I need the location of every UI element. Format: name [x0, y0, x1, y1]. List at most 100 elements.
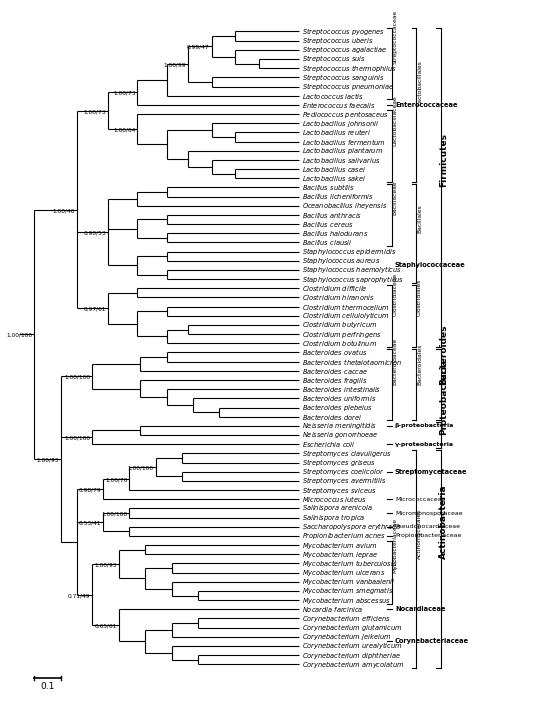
Text: Clostridiales: Clostridiales	[417, 279, 422, 316]
Text: 1.00/73: 1.00/73	[113, 91, 135, 96]
Text: $\mathit{Staphylococcus\ saprophyticus}$: $\mathit{Staphylococcus\ saprophyticus}$	[302, 274, 404, 285]
Text: $\mathit{Lactobacillus\ reuteri}$: $\mathit{Lactobacillus\ reuteri}$	[302, 127, 371, 138]
Text: Proteobacteria: Proteobacteria	[439, 359, 448, 435]
Text: 1.00/100: 1.00/100	[64, 375, 91, 380]
Text: $\mathit{Clostridium\ hiranonis}$: $\mathit{Clostridium\ hiranonis}$	[302, 293, 374, 302]
Text: $\mathit{Bacillus\ subtilis}$: $\mathit{Bacillus\ subtilis}$	[302, 183, 354, 192]
Text: Firmicutes: Firmicutes	[439, 133, 448, 187]
Text: $\mathit{Streptomyces\ coelicolor}$: $\mathit{Streptomyces\ coelicolor}$	[302, 466, 384, 478]
Text: $\mathit{Streptococcus\ pneumoniae}$: $\mathit{Streptococcus\ pneumoniae}$	[302, 81, 394, 92]
Text: Bacteroidaceae: Bacteroidaceae	[392, 338, 397, 384]
Text: $\mathit{Propionibacterium\ acnes}$: $\mathit{Propionibacterium\ acnes}$	[302, 531, 386, 542]
Text: Actinomycetales: Actinomycetales	[417, 509, 422, 559]
Text: Staphylococcaceae: Staphylococcaceae	[395, 262, 466, 269]
Text: $\mathit{Staphylococcus\ epidermidis}$: $\mathit{Staphylococcus\ epidermidis}$	[302, 246, 396, 257]
Text: 0.53/41: 0.53/41	[79, 521, 101, 526]
Text: Bacillales: Bacillales	[417, 205, 422, 233]
Text: 0.99/47: 0.99/47	[187, 45, 210, 50]
Text: $\mathit{Lactobacillus\ sakei}$: $\mathit{Lactobacillus\ sakei}$	[302, 173, 366, 183]
Text: $\mathit{Bacteroides\ thetaiotaomicron}$: $\mathit{Bacteroides\ thetaiotaomicron}$	[302, 357, 402, 367]
Text: $\mathit{Staphylococcus\ aureus}$: $\mathit{Staphylococcus\ aureus}$	[302, 256, 380, 266]
Text: $\mathit{Salinispora\ arenicola}$: $\mathit{Salinispora\ arenicola}$	[302, 504, 372, 513]
Text: $\mathit{Clostridium\ perfringens}$: $\mathit{Clostridium\ perfringens}$	[302, 328, 382, 340]
Text: $\mathit{Streptomyces\ clavuligerus}$: $\mathit{Streptomyces\ clavuligerus}$	[302, 448, 392, 459]
Text: $\mathit{Corynebacterium\ urealyticum}$: $\mathit{Corynebacterium\ urealyticum}$	[302, 641, 402, 652]
Text: 0.71/49: 0.71/49	[68, 593, 91, 598]
Text: $\mathit{Mycobacterium\ smegmatis}$: $\mathit{Mycobacterium\ smegmatis}$	[302, 585, 394, 596]
Text: Nocardiaceae: Nocardiaceae	[395, 606, 446, 612]
Text: $\mathit{Streptococcus\ pyogenes}$: $\mathit{Streptococcus\ pyogenes}$	[302, 26, 385, 37]
Text: Clostridiaceae: Clostridiaceae	[392, 273, 397, 316]
Text: 1.00/64: 1.00/64	[113, 128, 135, 132]
Text: Micrococcaceae: Micrococcaceae	[395, 496, 446, 502]
Text: $\mathit{Bacteroides\ ovatus}$: $\mathit{Bacteroides\ ovatus}$	[302, 347, 367, 357]
Text: Mycobacteriaceae: Mycobacteriaceae	[392, 518, 397, 573]
Text: Streptomycetaceae: Streptomycetaceae	[395, 469, 467, 475]
Text: $\mathit{Nocardia\ farcinica}$: $\mathit{Nocardia\ farcinica}$	[302, 605, 363, 614]
Text: $\mathit{Mycobacterium\ tuberculosis}$: $\mathit{Mycobacterium\ tuberculosis}$	[302, 558, 397, 569]
Text: $\mathit{Clostridium\ botulinum}$: $\mathit{Clostridium\ botulinum}$	[302, 339, 377, 348]
Text: $\mathit{Mycobacterium\ avium}$: $\mathit{Mycobacterium\ avium}$	[302, 539, 377, 550]
Text: $\mathit{Neisseria\ meningitidis}$: $\mathit{Neisseria\ meningitidis}$	[302, 420, 377, 432]
Text: $\mathit{Pediococcus\ pentosaceus}$: $\mathit{Pediococcus\ pentosaceus}$	[302, 108, 389, 119]
Text: Corynebacteriaceae: Corynebacteriaceae	[395, 638, 469, 644]
Text: 0.1: 0.1	[40, 682, 55, 691]
Text: $\mathit{Neisseria\ gonorrhoeae}$: $\mathit{Neisseria\ gonorrhoeae}$	[302, 430, 378, 440]
Text: $\mathit{Lactococcus\ lactis}$: $\mathit{Lactococcus\ lactis}$	[302, 91, 364, 100]
Text: $\mathit{Corynebacterium\ glutamicum}$: $\mathit{Corynebacterium\ glutamicum}$	[302, 622, 402, 633]
Text: Propionibacteriaceae: Propionibacteriaceae	[395, 534, 461, 539]
Text: $\mathit{Clostridium\ thermocellum}$: $\mathit{Clostridium\ thermocellum}$	[302, 301, 390, 312]
Text: $\mathit{Micrococcus\ luteus}$: $\mathit{Micrococcus\ luteus}$	[302, 494, 367, 505]
Text: Bacteroidales: Bacteroidales	[417, 344, 422, 384]
Text: $\mathit{Lactobacillus\ salivarius}$: $\mathit{Lactobacillus\ salivarius}$	[302, 155, 380, 165]
Text: $\mathit{Escherichia\ coli}$: $\mathit{Escherichia\ coli}$	[302, 440, 355, 448]
Text: 1.00/100: 1.00/100	[128, 466, 154, 471]
Text: 1.00/93: 1.00/93	[94, 563, 117, 568]
Text: $\mathit{Lactobacillus\ plantarum}$: $\mathit{Lactobacillus\ plantarum}$	[302, 145, 383, 157]
Text: Micromonosporaceae: Micromonosporaceae	[395, 510, 462, 515]
Text: $\mathit{Bacteroides\ dorei}$: $\mathit{Bacteroides\ dorei}$	[302, 412, 362, 422]
Text: $\mathit{Mycobacterium\ leprae}$: $\mathit{Mycobacterium\ leprae}$	[302, 549, 378, 560]
Text: $\mathit{Bacteroides\ plebeius}$: $\mathit{Bacteroides\ plebeius}$	[302, 402, 373, 413]
Text: $\mathit{Corynebacterium\ diphtheriae}$: $\mathit{Corynebacterium\ diphtheriae}$	[302, 649, 401, 661]
Text: Actinobacteria: Actinobacteria	[439, 484, 448, 559]
Text: $\mathit{Lactobacillus\ casei}$: $\mathit{Lactobacillus\ casei}$	[302, 164, 366, 174]
Text: Enterococcaceae: Enterococcaceae	[395, 102, 457, 108]
Text: 1.00/93: 1.00/93	[36, 458, 59, 462]
Text: $\mathit{Bacillus\ halodurans}$: $\mathit{Bacillus\ halodurans}$	[302, 229, 368, 238]
Text: $\mathit{Bacillus\ cereus}$: $\mathit{Bacillus\ cereus}$	[302, 220, 353, 229]
Text: $\mathit{Bacillus\ anthracis}$: $\mathit{Bacillus\ anthracis}$	[302, 210, 362, 220]
Text: $\mathit{Clostridium\ difficile}$: $\mathit{Clostridium\ difficile}$	[302, 283, 367, 293]
Text: 0.98/79: 0.98/79	[78, 488, 101, 492]
Text: $\mathit{Salinispora\ tropica}$: $\mathit{Salinispora\ tropica}$	[302, 512, 365, 523]
Text: $\mathit{Streptomyces\ griseus}$: $\mathit{Streptomyces\ griseus}$	[302, 457, 376, 468]
Text: $\mathit{Corynebacterium\ jeikeium}$: $\mathit{Corynebacterium\ jeikeium}$	[302, 631, 391, 642]
Text: 0.90/53: 0.90/53	[84, 231, 106, 236]
Text: $\mathit{Saccharopolyspora\ erythraea}$: $\mathit{Saccharopolyspora\ erythraea}$	[302, 521, 401, 532]
Text: $\mathit{Staphylococcus\ haemolyticus}$: $\mathit{Staphylococcus\ haemolyticus}$	[302, 264, 402, 275]
Text: Lactobacillaceae: Lactobacillaceae	[392, 95, 397, 146]
Text: $\mathit{Bacteroides\ intestinalis}$: $\mathit{Bacteroides\ intestinalis}$	[302, 384, 381, 394]
Text: $\mathit{Clostridium\ butyricum}$: $\mathit{Clostridium\ butyricum}$	[302, 320, 377, 331]
Text: Bacillaceae: Bacillaceae	[392, 181, 397, 215]
Text: 0.97/61: 0.97/61	[84, 307, 106, 312]
Text: 1.00/99: 1.00/99	[163, 63, 186, 68]
Text: Streptococcaceae: Streptococcaceae	[392, 9, 397, 63]
Text: $\mathit{Streptomyces\ sviceus}$: $\mathit{Streptomyces\ sviceus}$	[302, 485, 376, 496]
Text: $\mathit{Streptococcus\ suis}$: $\mathit{Streptococcus\ suis}$	[302, 53, 366, 65]
Text: $\mathit{Enterococcus\ faecalis}$: $\mathit{Enterococcus\ faecalis}$	[302, 100, 376, 110]
Text: $\mathit{Streptococcus\ thermophilus}$: $\mathit{Streptococcus\ thermophilus}$	[302, 63, 397, 74]
Text: $\mathit{Streptococcus\ agalactiae}$: $\mathit{Streptococcus\ agalactiae}$	[302, 44, 387, 55]
Text: $\mathit{Lactobacillus\ johnsonii}$: $\mathit{Lactobacillus\ johnsonii}$	[302, 118, 378, 129]
Text: $\mathit{Mycobacterium\ vanbaalenii}$: $\mathit{Mycobacterium\ vanbaalenii}$	[302, 577, 395, 587]
Text: $\mathit{Bacillus\ clausii}$: $\mathit{Bacillus\ clausii}$	[302, 238, 352, 247]
Text: $\mathit{Bacillus\ licheniformis}$: $\mathit{Bacillus\ licheniformis}$	[302, 192, 374, 201]
Text: Pseudonocardiaceae: Pseudonocardiaceae	[395, 524, 460, 529]
Text: 0.65/61: 0.65/61	[94, 624, 117, 629]
Text: $\mathit{Mycobacterium\ ulcerans}$: $\mathit{Mycobacterium\ ulcerans}$	[302, 567, 385, 578]
Text: β-proteobacteria: β-proteobacteria	[395, 424, 454, 428]
Text: Bacteroides: Bacteroides	[439, 324, 448, 384]
Text: $\mathit{Bacteroides\ uniformis}$: $\mathit{Bacteroides\ uniformis}$	[302, 393, 376, 403]
Text: Lactobacillales: Lactobacillales	[417, 60, 422, 105]
Text: $\mathit{Mycobacterium\ abscessus}$: $\mathit{Mycobacterium\ abscessus}$	[302, 595, 391, 606]
